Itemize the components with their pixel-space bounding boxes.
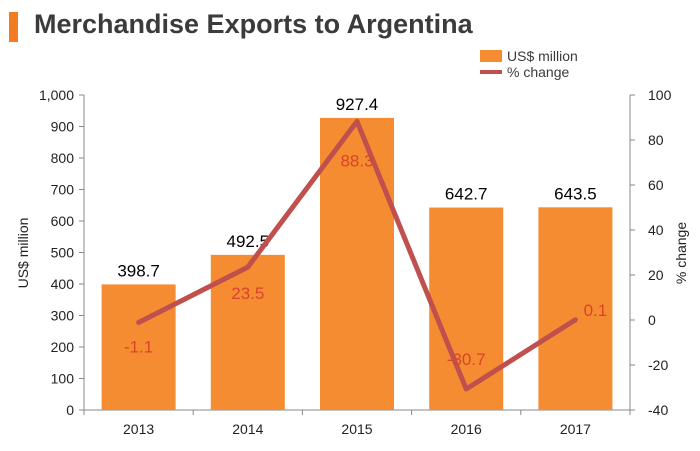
- bar: [429, 207, 504, 410]
- pct-data-label: -30.7: [447, 350, 486, 369]
- y-tick-label: 400: [51, 276, 75, 292]
- x-tick-label: 2013: [123, 421, 154, 437]
- x-tick-label: 2017: [560, 421, 591, 437]
- y2-tick-label: 0: [648, 312, 656, 328]
- bar: [538, 207, 613, 410]
- y-tick-label: 700: [51, 182, 75, 198]
- bar: [101, 284, 176, 410]
- y2-tick-label: -40: [648, 402, 668, 418]
- pct-change-line: [136, 118, 578, 392]
- y-tick-label: 100: [51, 371, 75, 387]
- y-axis-title: US$ million: [15, 218, 31, 289]
- y2-tick-label: 20: [648, 267, 664, 283]
- bar-data-label: 643.5: [554, 184, 597, 203]
- x-tick-label: 2016: [451, 421, 482, 437]
- legend-swatch-bar: [480, 50, 502, 62]
- y2-tick-label: 100: [648, 87, 672, 103]
- y-tick-label: 200: [51, 339, 75, 355]
- y-tick-label: 500: [51, 245, 75, 261]
- x-tick-label: 2014: [232, 421, 263, 437]
- bar-data-label: 398.7: [117, 261, 160, 280]
- y2-tick-label: -20: [648, 357, 668, 373]
- legend: US$ million % change: [480, 48, 578, 80]
- pct-data-label: 23.5: [231, 284, 264, 303]
- y-tick-label: 1,000: [39, 87, 74, 103]
- y-tick-label: 900: [51, 119, 75, 135]
- y2-tick-label: 80: [648, 132, 664, 148]
- y2-axis-title: % change: [673, 222, 689, 284]
- bar-data-label: 642.7: [445, 185, 488, 204]
- y-tick-label: 800: [51, 150, 75, 166]
- y-tick-label: 300: [51, 308, 75, 324]
- chart-title: Merchandise Exports to Argentina: [34, 9, 473, 39]
- pct-data-label: 0.1: [584, 301, 608, 320]
- x-tick-label: 2015: [341, 421, 372, 437]
- bar-data-label: 492.5: [227, 232, 270, 251]
- title-accent-bar: [9, 12, 18, 42]
- y-tick-label: 0: [66, 402, 74, 418]
- y2-tick-label: 60: [648, 177, 664, 193]
- plot-area: 01002003004005006007008009001,000-40-200…: [39, 87, 672, 437]
- pct-data-label: 88.3: [340, 151, 373, 170]
- legend-label-bar: US$ million: [507, 48, 578, 64]
- pct-data-label: -1.1: [124, 337, 153, 356]
- bar: [320, 117, 394, 410]
- bar-data-label: 927.4: [336, 95, 379, 114]
- legend-label-line: % change: [507, 64, 569, 80]
- y2-tick-label: 40: [648, 222, 664, 238]
- y-tick-label: 600: [51, 213, 75, 229]
